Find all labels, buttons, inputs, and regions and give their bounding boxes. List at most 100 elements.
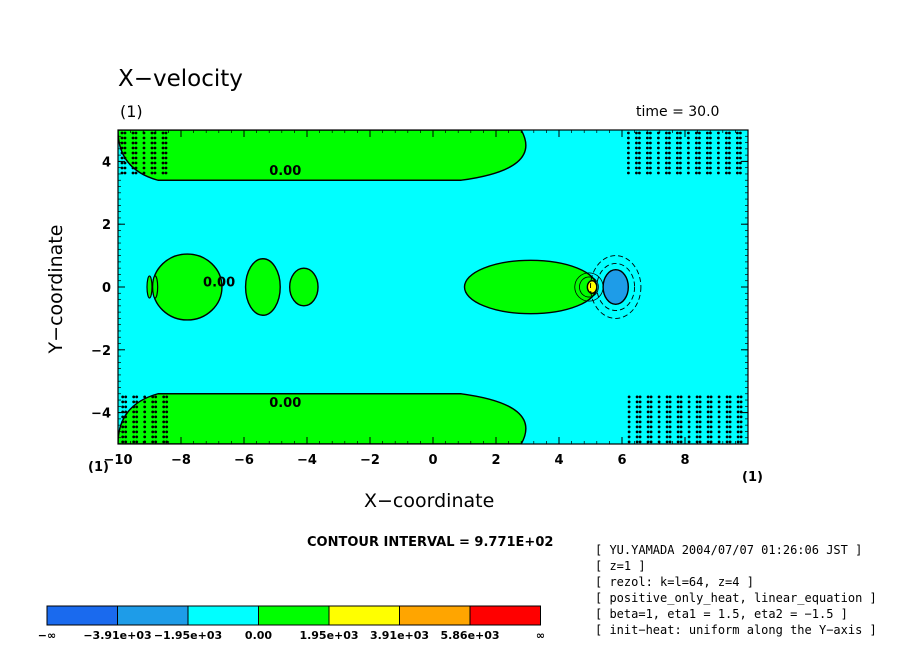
stipple-dot: [151, 430, 155, 434]
stipple-dot: [638, 146, 641, 150]
stipple-dot: [665, 420, 669, 424]
stipple-dot: [687, 161, 690, 165]
note-params: [ beta=1, eta1 = 1.5, eta2 = −1.5 ]: [595, 607, 848, 621]
stipple-dot: [679, 141, 682, 145]
stipple-dot: [679, 420, 683, 424]
dashed-contour-0: [596, 263, 636, 312]
y-tick-label: −4: [91, 407, 111, 422]
stipple-dot: [162, 435, 166, 439]
stipple-dot: [687, 146, 690, 150]
stipple-dot: [709, 146, 712, 150]
stipple-dot: [635, 420, 639, 424]
stipple-dot: [635, 166, 638, 170]
stipple-dot: [706, 405, 710, 409]
stipple-dot: [164, 151, 168, 155]
stipple-dot: [717, 425, 721, 429]
stipple-dot: [143, 440, 147, 444]
stipple-dot: [709, 161, 712, 165]
stipple-dot: [657, 151, 660, 155]
stipple-dot: [150, 166, 154, 170]
stipple-dot: [143, 430, 147, 434]
contour-label: 0.00: [203, 275, 235, 290]
stipple-dot: [131, 131, 135, 135]
contour-label: 0.00: [269, 396, 301, 411]
stipple-dot: [695, 161, 698, 165]
stipple-dot: [668, 410, 672, 414]
stipple-dot: [736, 405, 740, 409]
stipple-dot: [649, 410, 653, 414]
stipple-dot: [150, 131, 154, 135]
stipple-dot: [638, 425, 642, 429]
stipple-dot: [736, 395, 740, 399]
stipple-dot: [657, 146, 660, 150]
stipple-dot: [736, 166, 739, 170]
stipple-dot: [143, 415, 147, 419]
contour-regions: 0.00 0.00 0.00: [118, 130, 748, 444]
stipple-dot: [728, 136, 731, 140]
stipple-dot: [150, 146, 154, 150]
stipple-dot: [709, 395, 713, 399]
stipple-dot: [687, 151, 690, 155]
stipple-dot: [709, 171, 712, 175]
colorbar-label-6: 5.86e+03: [440, 629, 499, 642]
stipple-dot: [668, 136, 671, 140]
stipple-dot: [665, 410, 669, 414]
stipple-dot: [134, 146, 138, 150]
stipple-dot: [709, 136, 712, 140]
contour-ellipse-3: [244, 258, 281, 316]
note-init: [ init−heat: uniform along the Y−axis ]: [595, 623, 877, 637]
stipple-dot: [736, 400, 740, 404]
stipple-dot: [649, 136, 652, 140]
colorbar-label-4: 1.95e+03: [299, 629, 358, 642]
stipple-dot: [739, 415, 743, 419]
stipple-dot: [638, 440, 642, 444]
stipple-dot: [153, 146, 157, 150]
stipple-top-right: [627, 131, 742, 175]
stipple-dot: [638, 405, 642, 409]
stipple-dot: [162, 405, 166, 409]
stipple-dot: [132, 400, 136, 404]
stipple-dot: [725, 425, 729, 429]
stipple-dot: [120, 161, 124, 165]
stipple-dot: [143, 420, 147, 424]
stipple-dot: [679, 166, 682, 170]
thin-contour-1: [579, 276, 599, 298]
stipple-dot: [706, 395, 710, 399]
stipple-dot: [676, 435, 680, 439]
stipple-dot: [120, 151, 124, 155]
stipple-dot: [649, 141, 652, 145]
stipple-dot: [717, 141, 720, 145]
stipple-dot: [646, 430, 650, 434]
stipple-dot: [706, 141, 709, 145]
stipple-dot: [165, 425, 169, 429]
stipple-dot: [161, 131, 165, 135]
stipple-dot: [135, 425, 139, 429]
stipple-dot: [728, 146, 731, 150]
stipple-dot: [162, 425, 166, 429]
stipple-dot: [687, 435, 691, 439]
background-region: [118, 130, 748, 444]
stipple-dot: [161, 151, 165, 155]
stipple-dot: [725, 151, 728, 155]
stipple-dot: [638, 161, 641, 165]
stipple-dot: [679, 415, 683, 419]
stipple-bottom-left: [121, 395, 169, 444]
colorbar-label-3: 0.00: [245, 629, 272, 642]
stipple-dot: [161, 141, 165, 145]
stipple-dot: [164, 141, 168, 145]
stipple-dot: [725, 166, 728, 170]
note-z: [ z=1 ]: [595, 559, 646, 573]
stipple-dot: [739, 420, 743, 424]
stipple-dot: [665, 161, 668, 165]
stipple-dot: [668, 420, 672, 424]
stipple-dot: [142, 151, 146, 155]
stipple-dot: [646, 161, 649, 165]
stipple-dot: [736, 156, 739, 160]
stipple-dot: [143, 410, 147, 414]
stipple-dot: [698, 395, 702, 399]
stipple-dot: [164, 161, 168, 165]
stipple-dot: [124, 415, 128, 419]
stipple-dot: [706, 440, 710, 444]
stipple-dot: [725, 136, 728, 140]
stipple-dot: [687, 425, 691, 429]
